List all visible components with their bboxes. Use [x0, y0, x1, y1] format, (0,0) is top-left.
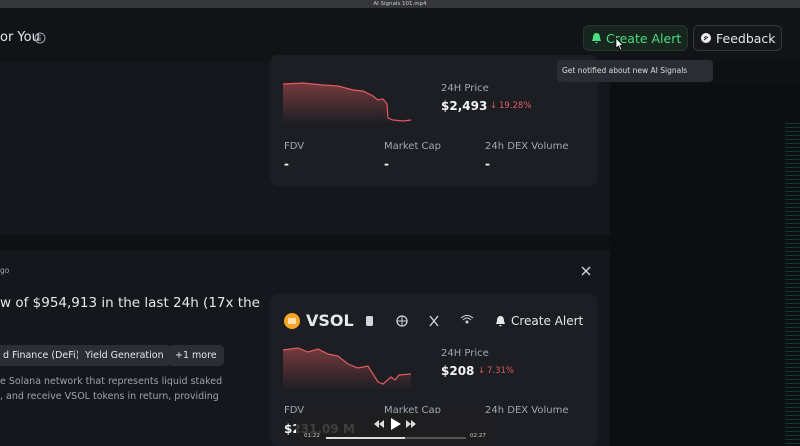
stat-label: FDV [284, 141, 305, 152]
price-change: 7.31% [487, 366, 515, 376]
create-alert-label[interactable]: Create Alert [606, 31, 682, 46]
create-alert[interactable]: Create Alert [511, 314, 584, 328]
tag[interactable]: d Finance (DeFi) [0, 345, 87, 366]
bell-icon [592, 33, 601, 44]
price: $208 [441, 364, 475, 378]
stat-value: - [284, 157, 289, 171]
price-change: 19.28% [499, 101, 532, 111]
price-label: 24H Price [441, 348, 489, 359]
description: , and receive VSOL tokens in return, pro… [0, 391, 219, 402]
stat-label: 24h DEX Volume [485, 141, 569, 152]
stat-label: Market Cap [384, 405, 442, 416]
bell-icon [496, 316, 505, 327]
cursor [615, 37, 624, 51]
create-alert-button[interactable] [583, 25, 688, 51]
close-button[interactable] [580, 265, 592, 277]
headline: w of $954,913 in the last 24h (17x the [0, 295, 260, 311]
feedback-label[interactable]: Feedback [716, 31, 776, 46]
description: e Solana network that represents liquid … [0, 376, 223, 387]
tag[interactable]: +1 more [168, 345, 224, 366]
title-bar [0, 0, 800, 8]
sparkline [283, 347, 412, 390]
stat-value: - [485, 157, 490, 171]
page-title: or You [0, 30, 40, 45]
progress-fill [326, 437, 405, 439]
playback-buttons[interactable] [370, 417, 420, 431]
feedback-icon [701, 33, 711, 43]
stat-label: Market Cap [384, 141, 442, 152]
price: $2,493 [441, 99, 488, 113]
side-edge [785, 120, 800, 446]
token-symbol: VSOL [306, 311, 354, 330]
time-ago: go [0, 266, 10, 275]
elapsed-time: 01:22 [304, 433, 320, 439]
tooltip [557, 60, 713, 82]
arrow-down: ↓ [490, 101, 498, 111]
tooltip-text: Get notified about new AI Signals [562, 66, 688, 75]
info-icon [34, 32, 46, 44]
remaining-time: 02:27 [470, 433, 486, 439]
token-icon [284, 313, 300, 329]
side-panel [610, 84, 800, 446]
window-title: AI Signals 101.mp4 [373, 1, 427, 7]
stat-label: 24h DEX Volume [485, 405, 569, 416]
stat-value: - [384, 157, 389, 171]
sparkline [283, 82, 412, 124]
price-label: 24H Price [441, 83, 489, 94]
stat-label: FDV [284, 405, 305, 416]
token-links [366, 315, 474, 327]
player-controls [296, 413, 494, 446]
arrow-down: ↓ [478, 366, 486, 376]
tag[interactable]: Yield Generation [78, 345, 171, 366]
